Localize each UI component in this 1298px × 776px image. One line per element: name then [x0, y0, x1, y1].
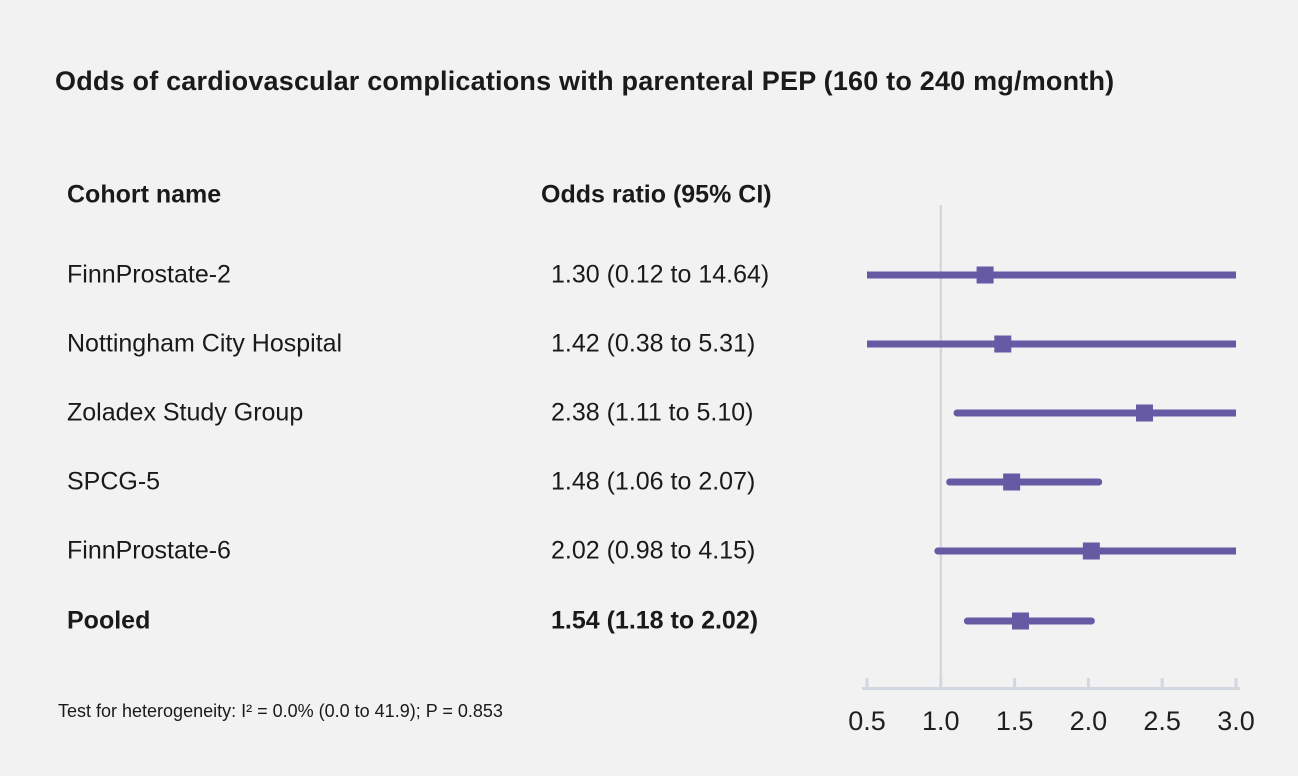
cohort-name: Zoladex Study Group: [67, 398, 304, 427]
ci-cap-high: [1087, 617, 1095, 625]
heterogeneity-footnote: Test for heterogeneity: I² = 0.0% (0.0 t…: [58, 701, 503, 721]
axis-tick: [1234, 678, 1238, 687]
ci-line: [867, 271, 1236, 279]
x-axis-tick-label: 1.0: [922, 706, 960, 736]
estimate-marker: [1135, 404, 1153, 422]
odds-ratio-value: 1.30 (0.12 to 14.64): [551, 260, 770, 289]
x-axis-tick-label: 1.5: [995, 706, 1034, 736]
cohort-name: Pooled: [67, 606, 151, 635]
ci-cap-low: [963, 617, 971, 625]
axis-tick: [865, 678, 869, 687]
ci-line: [967, 617, 1092, 625]
column-header-cohort: Cohort name: [67, 180, 222, 209]
cohort-name: Nottingham City Hospital: [67, 329, 343, 358]
ci-line: [867, 340, 1236, 348]
column-header-odds-ratio: Odds ratio (95% CI): [541, 180, 772, 209]
cohort-name: SPCG-5: [67, 467, 161, 496]
odds-ratio-value: 1.42 (0.38 to 5.31): [551, 329, 756, 358]
x-axis-tick-label: 2.0: [1069, 706, 1108, 736]
axis-tick: [1086, 678, 1090, 687]
estimate-marker: [994, 335, 1012, 353]
ci-cap-low: [953, 409, 961, 417]
x-axis-tick-label: 3.0: [1217, 706, 1255, 736]
cohort-name: FinnProstate-2: [67, 260, 231, 289]
estimate-marker: [1082, 542, 1100, 560]
chart-title: Odds of cardiovascular complications wit…: [55, 66, 1115, 96]
estimate-marker: [1012, 612, 1030, 630]
x-axis-tick-label: 0.5: [848, 706, 886, 736]
odds-ratio-value: 2.02 (0.98 to 4.15): [551, 536, 756, 565]
ci-line: [957, 409, 1236, 417]
axis-tick: [1160, 678, 1164, 687]
x-axis: [862, 687, 1240, 690]
ci-line: [949, 478, 1099, 486]
ci-cap-low: [946, 478, 954, 486]
cohort-name: FinnProstate-6: [67, 536, 231, 565]
axis-tick: [939, 678, 943, 687]
x-axis-tick-label: 2.5: [1143, 706, 1181, 736]
ci-cap-high: [1095, 478, 1103, 486]
ci-cap-low: [934, 547, 942, 555]
odds-ratio-value: 1.54 (1.18 to 2.02): [551, 606, 759, 635]
reference-line: [939, 205, 943, 690]
estimate-marker: [1003, 473, 1021, 491]
odds-ratio-value: 2.38 (1.11 to 5.10): [551, 398, 754, 427]
odds-ratio-value: 1.48 (1.06 to 2.07): [551, 467, 756, 496]
axis-tick: [1013, 678, 1017, 687]
estimate-marker: [976, 266, 994, 284]
